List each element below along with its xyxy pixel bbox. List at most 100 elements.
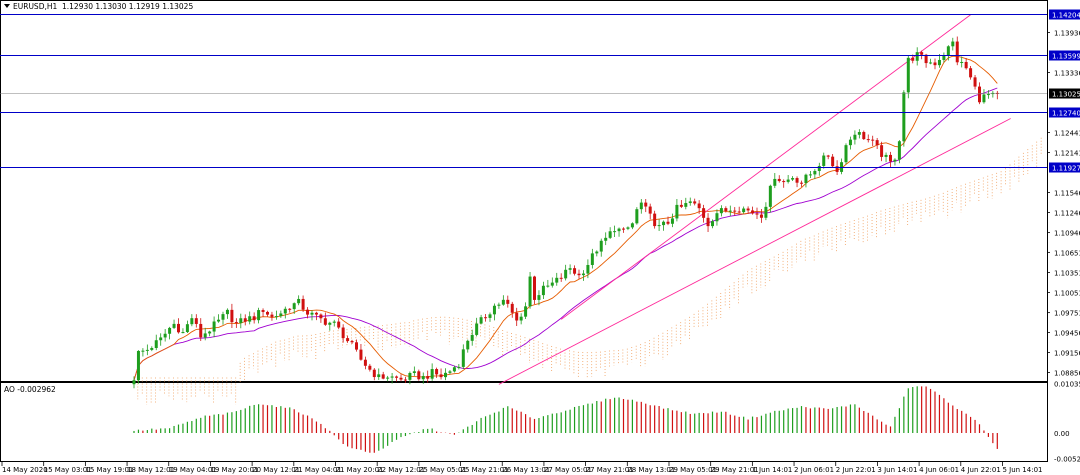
candle-body	[319, 314, 323, 319]
candle-body	[492, 305, 496, 315]
candle-body	[488, 314, 492, 318]
candle-body	[159, 337, 163, 341]
candle-body	[777, 178, 781, 182]
candle-body	[795, 178, 799, 183]
candle-body	[675, 204, 679, 219]
time-tick-label: 22 May 12:01	[377, 466, 425, 474]
candle-body	[257, 310, 261, 321]
candle-body	[697, 203, 701, 209]
candle-body	[688, 201, 692, 204]
candle-body	[702, 208, 706, 218]
candle-body	[746, 208, 750, 211]
candle-body	[510, 303, 514, 313]
level-price-tag	[1049, 50, 1080, 61]
candle-body	[541, 285, 545, 296]
candle-body	[181, 332, 185, 334]
ao-tick-label: 0.010356	[1054, 380, 1080, 388]
candle-body	[737, 211, 741, 213]
ao-tick-label: -0.005288	[1054, 455, 1080, 463]
candle-body	[203, 333, 207, 338]
candle-body	[862, 132, 866, 140]
candle-body	[150, 348, 154, 350]
candle-body	[208, 331, 212, 334]
level-price-label: 1.11927	[1052, 165, 1080, 173]
candle-body	[902, 92, 906, 142]
candle-body	[853, 134, 857, 140]
candle-body	[497, 304, 501, 306]
candle-body	[185, 324, 189, 333]
candle-body	[942, 55, 946, 60]
candle-body	[533, 276, 536, 300]
price-tick-label: 1.08856	[1054, 370, 1080, 378]
level-price-label: 1.14204	[1052, 12, 1080, 20]
candle-body	[889, 154, 892, 162]
candle-body	[733, 210, 737, 212]
candle-body	[800, 182, 803, 184]
candle-body	[421, 376, 425, 380]
candle-body	[644, 202, 648, 207]
time-tick-label: 1 Jun 14:01	[752, 466, 792, 474]
candle-body	[670, 218, 674, 224]
candle-body	[982, 94, 986, 103]
candle-body	[390, 376, 394, 378]
candle-body	[484, 317, 488, 319]
candle-body	[430, 369, 434, 379]
time-tick-label: 2 Jun 06:01	[794, 466, 834, 474]
candle-body	[759, 214, 763, 218]
time-tick-label: 2 Jun 22:01	[836, 466, 876, 474]
time-tick-label: 19 May 04:01	[169, 466, 217, 474]
candle-body	[715, 213, 719, 222]
candle-body	[225, 309, 229, 315]
candle-body	[764, 206, 768, 218]
candle-body	[964, 61, 968, 69]
candle-body	[915, 52, 919, 61]
candle-body	[693, 201, 697, 204]
candle-body	[920, 52, 924, 55]
candle-body	[457, 366, 461, 368]
candle-body	[986, 94, 990, 96]
menu-dropdown-icon[interactable]	[4, 4, 10, 8]
candle-body	[248, 316, 252, 322]
candle-body	[403, 379, 407, 381]
candle-body	[884, 154, 888, 157]
candle-body	[831, 156, 835, 167]
candle-body	[168, 327, 172, 334]
candle-body	[417, 371, 421, 380]
candle-body	[599, 240, 603, 252]
candle-body	[973, 77, 977, 87]
current-price-label: 1.13025	[1052, 91, 1080, 99]
candle-body	[933, 62, 937, 66]
level-price-tag	[1049, 9, 1080, 20]
candle-body	[194, 318, 198, 324]
horizontal-levels: 1.14204 1.13599 1.12740 1.11927 1.13025	[0, 9, 1080, 173]
candle-body	[266, 311, 269, 315]
candle-body	[355, 342, 358, 350]
candle-body	[969, 68, 973, 78]
ohlc-values: 1.12930 1.13030 1.12919 1.13025	[62, 2, 193, 11]
candle-body	[630, 223, 634, 228]
time-tick-label: 27 May 21:01	[586, 466, 634, 474]
candle-body	[559, 277, 563, 279]
candle-body	[448, 371, 452, 373]
time-tick-label: 21 May 04:01	[294, 466, 342, 474]
candle-body	[755, 213, 759, 215]
candle-body	[706, 217, 710, 227]
candle-body	[350, 341, 354, 343]
candle-body	[399, 377, 403, 380]
price-tick-label: 1.13336	[1054, 70, 1080, 78]
candle-body	[212, 321, 216, 332]
time-tick-label: 21 May 20:01	[335, 466, 383, 474]
candle-body	[653, 213, 657, 227]
candle-body	[301, 298, 305, 310]
candle-body	[381, 374, 385, 379]
candle-body	[728, 210, 732, 212]
candle-body	[608, 231, 612, 238]
candle-body	[848, 139, 852, 146]
candle-body	[711, 221, 714, 227]
time-tick-label: 27 May 05:01	[544, 466, 592, 474]
